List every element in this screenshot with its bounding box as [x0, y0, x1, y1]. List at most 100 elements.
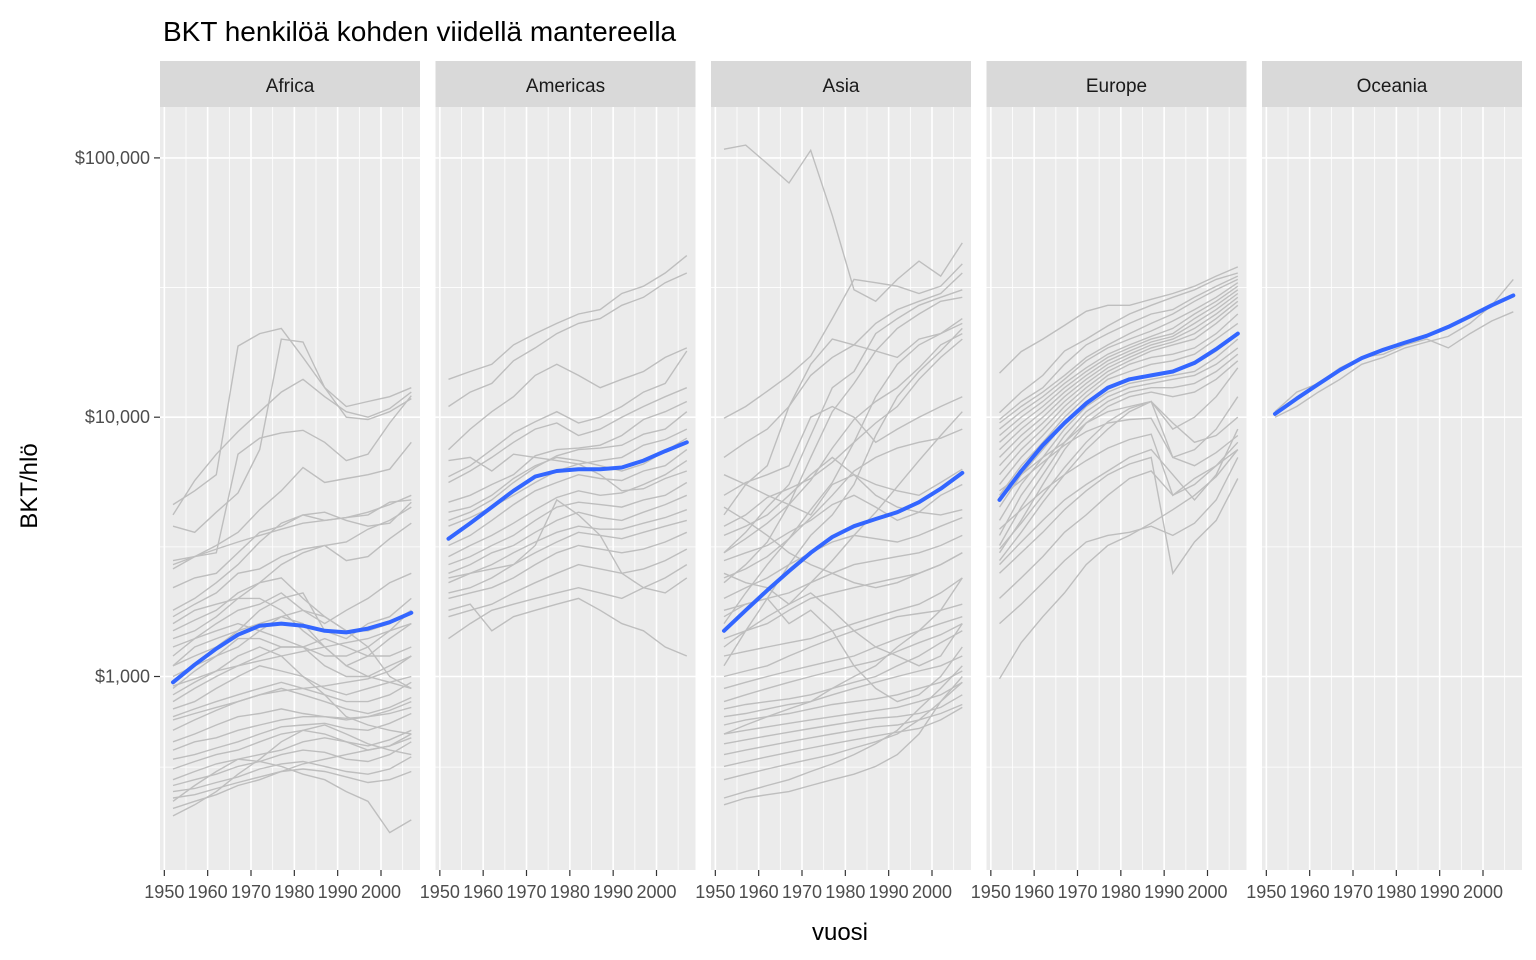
country-line — [999, 456, 1239, 576]
facet-strip — [160, 61, 420, 107]
x-tick-label: 1950 — [144, 882, 184, 902]
country-line — [172, 687, 412, 731]
country-line — [448, 411, 688, 522]
country-line — [723, 396, 963, 496]
country-line — [172, 741, 412, 787]
country-line — [172, 572, 412, 657]
country-line — [448, 453, 688, 492]
country-line — [999, 417, 1239, 499]
x-tick-label: 1960 — [1290, 882, 1330, 902]
x-tick-label: 2000 — [1463, 882, 1503, 902]
trend-line — [722, 470, 965, 633]
x-tick-label: 1970 — [506, 882, 546, 902]
chart-title: BKT henkilöä kohden viidellä mantereella — [163, 16, 677, 47]
country-line — [723, 694, 963, 745]
x-tick-label: 1980 — [1101, 882, 1141, 902]
country-line — [448, 437, 688, 513]
panel-background — [1262, 107, 1522, 870]
country-line — [999, 296, 1239, 458]
country-line — [723, 676, 963, 806]
country-line — [999, 275, 1239, 421]
country-line — [723, 603, 963, 678]
country-line — [723, 332, 963, 554]
country-line — [172, 681, 412, 718]
y-axis-title: BKT/hlö — [16, 443, 43, 528]
x-tick-label: 1980 — [1376, 882, 1416, 902]
x-tick-label: 1970 — [1333, 882, 1373, 902]
country-line — [723, 572, 963, 667]
country-lines — [172, 327, 412, 834]
x-tick-label: 1990 — [1144, 882, 1184, 902]
country-line — [172, 499, 412, 589]
country-line — [172, 327, 412, 506]
country-line — [172, 706, 412, 751]
country-line — [723, 655, 963, 718]
country-line — [172, 655, 412, 721]
country-line — [723, 506, 963, 589]
x-tick-label: 1950 — [1246, 882, 1286, 902]
facet-panel-oceania: Oceania 1950 1960 1970 1980 1990 2000 — [1246, 61, 1522, 902]
facet-strip-label: Americas — [526, 76, 605, 97]
country-line — [448, 564, 688, 640]
country-line — [999, 266, 1239, 374]
country-line — [1274, 278, 1514, 418]
country-line — [999, 400, 1239, 492]
country-line — [448, 255, 688, 380]
country-line — [999, 289, 1239, 443]
country-line — [172, 712, 412, 760]
country-line — [999, 292, 1239, 451]
country-line — [998, 304, 1239, 476]
country-line — [172, 758, 412, 834]
facet-strip-label: Oceania — [1357, 76, 1428, 97]
country-line — [172, 609, 412, 690]
x-axis: 1950 1960 1970 1980 1990 2000 — [144, 870, 401, 902]
x-tick-label: 1980 — [274, 882, 314, 902]
x-tick-label: 1990 — [1420, 882, 1460, 902]
y-tick-label: $10,000 — [85, 407, 150, 427]
panel-grid — [1262, 107, 1522, 870]
country-line — [172, 756, 412, 793]
country-line — [172, 506, 412, 632]
country-line — [723, 577, 963, 735]
x-tick-label: 2000 — [1187, 882, 1227, 902]
x-tick-label: 1990 — [593, 882, 633, 902]
facet-panel-africa: Africa 1950 1960 1970 1980 1990 2000 — [144, 61, 420, 902]
country-line — [172, 724, 412, 817]
facet-panel-asia: Asia 1950 1960 1970 1980 1990 2000 — [695, 61, 971, 902]
y-tick-label: $1,000 — [95, 667, 150, 687]
country-line — [448, 400, 688, 503]
country-line — [723, 706, 963, 768]
x-tick-label: 1960 — [739, 882, 779, 902]
country-line — [723, 681, 963, 781]
country-line — [998, 353, 1239, 546]
country-line — [723, 318, 963, 458]
x-axis-title: vuosi — [812, 919, 868, 946]
country-line — [448, 449, 688, 547]
country-line — [723, 703, 963, 756]
x-tick-label: 2000 — [912, 882, 952, 902]
country-line — [723, 681, 963, 735]
country-line — [723, 428, 963, 579]
country-line — [723, 338, 963, 527]
x-tick-label: 1950 — [971, 882, 1011, 902]
country-line — [723, 456, 963, 537]
country-line — [448, 519, 687, 594]
trend-line — [1273, 293, 1516, 416]
country-line — [172, 338, 412, 534]
x-tick-label: 1960 — [1014, 882, 1054, 902]
country-line — [723, 630, 963, 710]
facet-strip — [435, 61, 696, 107]
x-tick-label: 1990 — [318, 882, 358, 902]
country-line — [448, 494, 688, 574]
country-line — [172, 494, 412, 562]
country-line — [723, 483, 963, 562]
country-line — [723, 616, 963, 690]
country-line — [999, 433, 1239, 530]
country-line — [723, 597, 963, 703]
country-line — [723, 144, 963, 303]
country-line — [999, 457, 1239, 625]
x-axis: 1950 1960 1970 1980 1990 2000 — [420, 870, 677, 902]
country-line — [172, 378, 412, 516]
